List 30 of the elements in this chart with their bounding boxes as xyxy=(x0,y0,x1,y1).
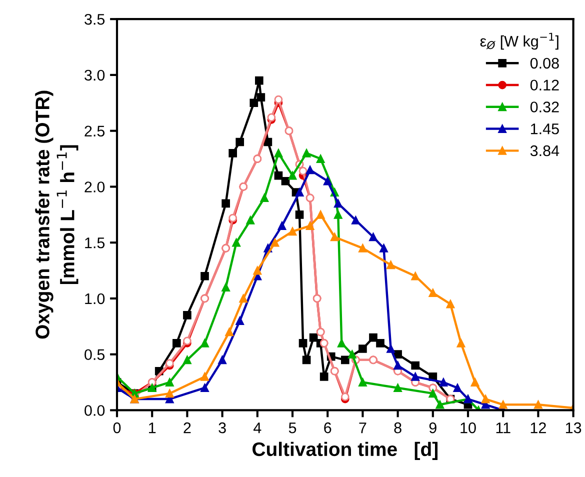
y-tick-label: 3.0 xyxy=(84,70,105,81)
x-tick-label: 0 xyxy=(113,422,121,434)
x-tick-label: 5 xyxy=(288,422,296,434)
x-axis-title: Cultivation time [d] xyxy=(252,442,438,460)
x-tick-label: 1 xyxy=(149,422,156,434)
x-tick-label: 2 xyxy=(184,422,191,434)
x-tick-label: 11 xyxy=(496,422,510,434)
x-tick-label: 10 xyxy=(460,422,476,434)
x-tick-label: 6 xyxy=(324,422,332,434)
x-tick-label: 12 xyxy=(530,422,546,434)
y-tick-label: 1.0 xyxy=(85,293,105,304)
x-tick-label: 13 xyxy=(566,422,582,434)
y-tick-label: 2.5 xyxy=(84,126,105,137)
y-tick-label: 3.5 xyxy=(84,14,105,25)
y-tick-label: 0.0 xyxy=(84,405,105,416)
legend-label: 0.08 xyxy=(530,58,559,69)
x-tick-label: 9 xyxy=(429,422,436,434)
y-tick-label: 1.5 xyxy=(85,238,105,248)
x-tick-label: 4 xyxy=(254,422,262,434)
y-tick-label: 0.5 xyxy=(84,349,105,360)
legend-title: ε$_{Ø}$ [W kg$^{−1}$] xyxy=(480,32,558,50)
y-axis-title: Oxygen transfer rate (OTR) [mmol L$^{−1}$ h$^{−1}$] xyxy=(35,90,78,339)
x-tick-label: 3 xyxy=(218,422,226,434)
y-tick-label: 2.0 xyxy=(84,182,105,192)
legend-label: 3.84 xyxy=(530,145,560,156)
legend-label: 1.45 xyxy=(530,124,559,134)
x-tick-label: 7 xyxy=(359,422,366,434)
x-tick-label: 8 xyxy=(394,422,402,434)
legend-label: 0.12 xyxy=(530,80,559,91)
legend-label: 0.32 xyxy=(530,102,559,112)
